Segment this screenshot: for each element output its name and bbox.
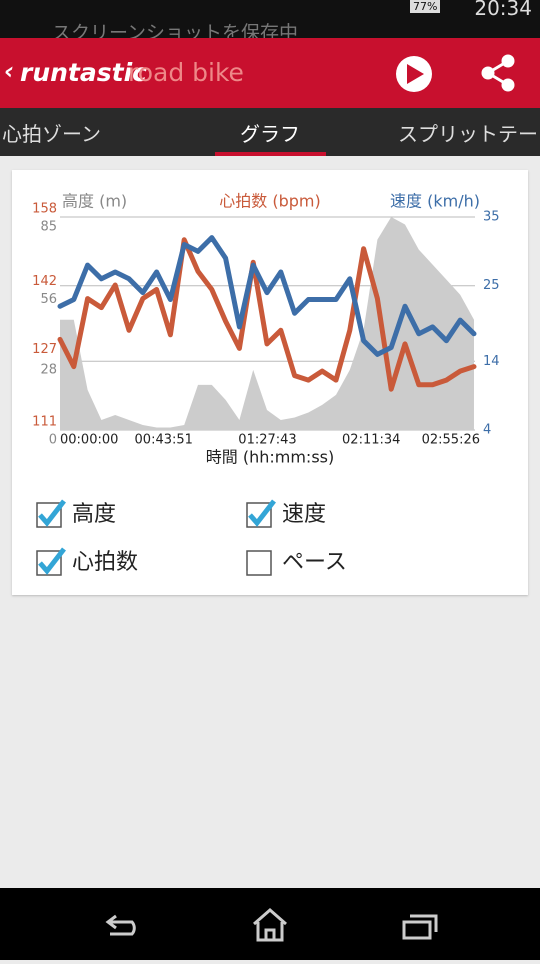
y-tick-label: 85 [40,220,57,235]
brand: runtastic [20,58,147,87]
y-tick-label: 56 [40,292,57,307]
back-button[interactable] [105,914,136,936]
tab-bar: 心拍ゾーン グラフ スプリットテー [0,108,540,156]
chart: 0 28 56 85 111 127 142 158 4 14 25 35 00:00:00 00:43:… [32,192,500,576]
legend-label: 心拍数 [72,550,138,575]
y-tick-label: 28 [40,362,57,377]
altitude-area [60,217,474,430]
y2-tick-label: 14 [483,354,500,369]
product: road bike [128,58,244,87]
y3-tick-label: 142 [32,274,57,289]
series-line [57,237,477,392]
x-tick-label: 02:55:26 [422,433,480,448]
axis-label: 心拍数 (bpm) [219,192,320,211]
checkmark [38,499,66,527]
axis-label: 速度 (km/h) [390,192,480,211]
recents-button[interactable] [402,914,438,940]
checkmark [248,499,276,527]
x-tick-label: 00:43:51 [135,433,193,448]
legend-label: 速度 [282,502,326,527]
x-tick-label: 01:27:43 [238,433,296,448]
nav-icons [105,908,438,942]
nav-bar [0,888,540,960]
clock: 20:34 [474,0,532,20]
x-tick-label: 02:11:34 [342,433,400,448]
app-bar: ‹ runtastic road bike [0,38,540,108]
legend-label: ペース [282,550,347,575]
checkmark [38,547,66,575]
tab-indicator [215,152,326,156]
legend-label: 高度 [72,502,116,527]
play-icon[interactable] [394,54,434,94]
y-tick-label: 0 [49,433,57,448]
x-tick-label: 00:00:00 [60,433,118,448]
back[interactable]: ‹ [4,57,14,85]
tab[interactable]: スプリットテー [398,122,538,146]
y2-tick-label: 4 [483,423,491,438]
share-icon[interactable] [480,54,518,92]
tab[interactable]: 心拍ゾーン [2,122,101,146]
battery: 77% [410,0,441,13]
series-line [57,235,477,357]
y3-tick-label: 127 [32,342,57,357]
y3-tick-label: 111 [32,415,57,430]
axis-label: 時間 (hh:mm:ss) [206,448,334,467]
axis-label: 高度 (m) [62,192,127,211]
y2-tick-label: 35 [483,210,500,225]
home-button[interactable] [253,908,287,942]
y3-tick-label: 158 [32,202,57,217]
tab[interactable]: グラフ [240,122,300,146]
y2-tick-label: 25 [483,278,500,293]
checkbox[interactable] [246,550,272,576]
